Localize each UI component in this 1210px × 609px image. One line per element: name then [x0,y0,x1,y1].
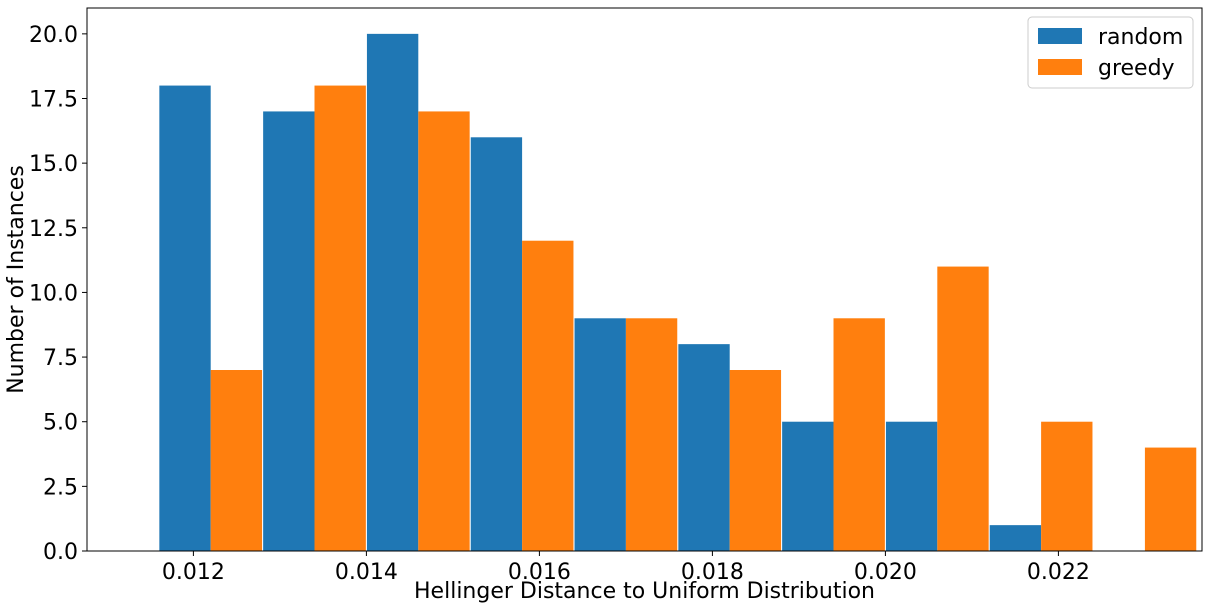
bars-group [159,33,1197,552]
bar-greedy-7 [937,266,989,551]
y-axis-ticks: 0.0 2.5 5.0 7.5 10.0 12.5 15.0 17.5 20.0 [29,23,87,565]
legend-label-random: random [1098,25,1183,50]
bar-random-2 [366,33,419,552]
legend-swatch-greedy [1038,59,1082,75]
plot-frame [86,7,1203,552]
x-tick-label: 0.018 [681,560,744,585]
bar-random-7 [885,421,938,551]
y-tick-label: 17.5 [29,88,78,113]
y-tick-label: 15.0 [29,152,78,177]
bar-greedy-2 [418,111,470,552]
legend-swatch-random [1038,28,1082,44]
y-axis-label: Number of Instances [4,165,29,394]
y-tick-label: 12.5 [29,217,78,242]
x-tick-label: 0.020 [854,560,917,585]
x-axis-label: Hellinger Distance to Uniform Distributi… [414,579,875,604]
bar-random-6 [782,421,834,551]
y-tick-label: 0.0 [43,540,78,565]
x-tick-label: 0.016 [508,560,571,585]
x-axis-ticks: 0.012 0.014 0.016 0.018 0.020 0.022 [162,551,1090,585]
bar-random-1 [263,111,315,552]
bar-random-4 [574,318,626,551]
y-tick-label: 7.5 [43,346,78,371]
bar-greedy-9 [1144,447,1197,551]
bar-greedy-1 [314,85,366,551]
bar-greedy-0 [210,370,263,551]
bar-greedy-8 [1041,421,1093,551]
bar-greedy-4 [625,318,678,551]
y-tick-label: 20.0 [29,23,78,48]
x-tick-label: 0.014 [335,560,398,585]
y-tick-label: 10.0 [29,281,78,306]
bar-random-5 [678,344,730,551]
bar-random-8 [989,525,1042,551]
legend: random greedy [1027,16,1194,89]
bar-greedy-6 [833,318,885,551]
bar-random-0 [159,85,211,551]
legend-label-greedy: greedy [1098,56,1175,81]
bar-greedy-5 [729,370,782,551]
y-tick-label: 5.0 [43,411,78,436]
bar-random-3 [470,137,523,552]
y-tick-label: 2.5 [43,475,78,500]
x-tick-label: 0.012 [162,560,225,585]
x-tick-label: 0.022 [1027,560,1090,585]
bar-greedy-3 [522,240,574,551]
